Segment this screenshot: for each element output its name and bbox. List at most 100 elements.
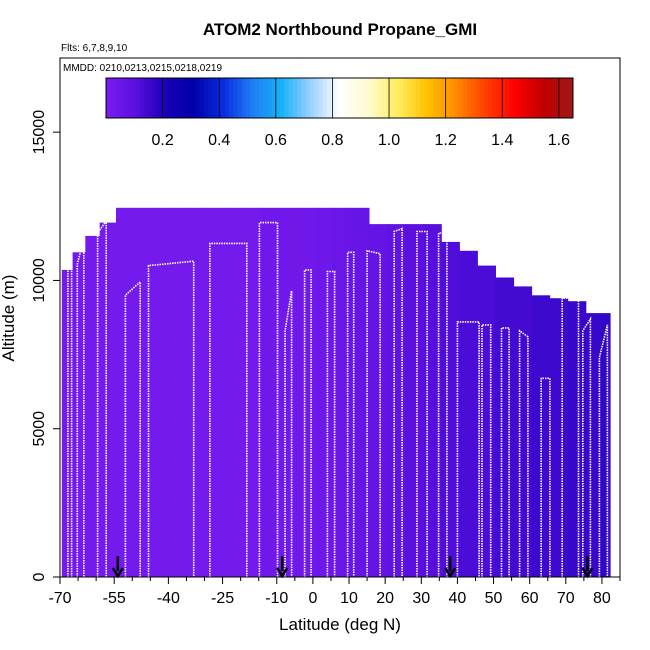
x-tick-label: 10 xyxy=(340,590,358,607)
colorbar-swatch xyxy=(271,78,277,118)
flight-start-marker-layer xyxy=(111,556,594,579)
x-tick-label: 80 xyxy=(593,590,611,607)
colorbar-swatch xyxy=(509,78,515,118)
heatmap-cell xyxy=(314,207,334,578)
colorbar-swatch xyxy=(411,78,417,118)
colorbar-swatch xyxy=(284,78,290,118)
colorbar-swatch xyxy=(275,78,281,118)
flight-track xyxy=(598,324,609,577)
colorbar-swatch xyxy=(530,78,536,118)
axes: -70 -55 -40 -25 -10 0 10 20 30 40 50 60 70 80 0 5000 100… xyxy=(31,110,621,607)
heatmap-cell xyxy=(296,207,316,578)
colorbar-swatch xyxy=(135,78,141,118)
flights-label: Flts: 6,7,8,9,10 xyxy=(61,43,128,54)
colorbar-swatch xyxy=(364,78,370,118)
flight-track xyxy=(326,270,336,577)
colorbar-swatch xyxy=(454,78,459,118)
heatmap-cell xyxy=(99,222,117,577)
heatmap-cell xyxy=(405,224,424,577)
colorbar-swatch xyxy=(207,78,213,118)
flight-start-arrowhead xyxy=(581,567,594,579)
colorbar-swatch xyxy=(288,78,294,118)
colorbar-swatch xyxy=(263,78,268,118)
heatmap-cell xyxy=(260,207,280,578)
heatmap-cell xyxy=(116,207,135,578)
colorbar-swatch xyxy=(237,78,243,118)
colorbar-swatch xyxy=(335,78,340,118)
heatmap-cell xyxy=(387,224,406,577)
colorbar-swatch xyxy=(543,78,549,118)
flight-track xyxy=(481,324,492,577)
x-tick-label: 20 xyxy=(376,590,394,607)
colorbar-swatch xyxy=(458,78,464,118)
colorbar-swatch xyxy=(420,78,425,118)
colorbar-swatch xyxy=(556,78,561,118)
colorbar-swatch xyxy=(564,78,570,118)
colorbar-swatch xyxy=(165,78,171,118)
colorbar-tick-label: 1.4 xyxy=(491,132,513,149)
heatmap-cell xyxy=(242,207,262,578)
colorbar-swatch xyxy=(415,78,421,118)
colorbar-swatch xyxy=(305,78,311,118)
colorbar-tick-label: 0.6 xyxy=(265,132,287,149)
colorbar-swatch xyxy=(241,78,247,118)
flight-track-layer xyxy=(67,218,609,577)
flight-start-arrowhead xyxy=(444,567,457,579)
colorbar-swatch xyxy=(110,78,115,118)
colorbar-swatch xyxy=(432,78,438,118)
colorbar-tick-label: 0.2 xyxy=(151,132,173,149)
colorbar-swatch xyxy=(220,78,226,118)
colorbar-swatch xyxy=(488,78,493,118)
colorbar-swatch xyxy=(203,78,209,118)
colorbar-frame xyxy=(105,77,574,119)
chart-title: ATOM2 Northbound Propane_GMI xyxy=(203,20,477,39)
colorbar-swatch xyxy=(267,78,273,118)
colorbar-swatch xyxy=(534,78,540,118)
heatmap-cell xyxy=(152,207,171,578)
flight-track xyxy=(393,227,403,577)
y-tick-label: 0 xyxy=(31,572,48,581)
colorbar-swatch xyxy=(326,78,332,118)
heatmap-cell xyxy=(224,207,244,578)
heatmap-cell xyxy=(278,207,298,578)
colorbar-swatch xyxy=(318,78,324,118)
colorbar-swatch xyxy=(148,78,154,118)
colorbar-swatch xyxy=(398,78,404,118)
colorbar-swatch xyxy=(407,78,413,118)
heatmap-cell xyxy=(188,207,207,578)
colorbar-swatch xyxy=(224,78,230,118)
x-tick-label: 0 xyxy=(308,590,317,607)
y-tick-label: 10000 xyxy=(31,258,48,303)
colorbar-swatch xyxy=(500,78,506,118)
x-tick-label: 70 xyxy=(557,590,575,607)
heatmap-cell xyxy=(72,252,86,578)
heatmap-cell xyxy=(495,277,515,577)
colorbar-tick-label: 1.6 xyxy=(548,132,570,149)
colorbar-swatch xyxy=(551,78,557,118)
colorbar-swatch xyxy=(246,78,251,118)
x-tick-label: -25 xyxy=(211,590,234,607)
heatmap-cell xyxy=(477,265,496,577)
heatmap-cell xyxy=(134,207,153,578)
colorbar-swatch xyxy=(449,78,455,118)
colorbar-swatch xyxy=(339,78,345,118)
colorbar-swatch xyxy=(152,78,158,118)
colorbar-swatch xyxy=(216,78,222,118)
colorbar-swatch xyxy=(492,78,498,118)
x-tick-label: 60 xyxy=(521,590,539,607)
colorbar-swatch xyxy=(331,78,336,118)
y-tick-label: 5000 xyxy=(31,411,48,447)
colorbar-swatch xyxy=(539,78,544,118)
heatmap-cell xyxy=(567,301,587,577)
heatmap-cell xyxy=(350,207,370,578)
heatmap-cell xyxy=(459,250,478,578)
colorbar-swatch xyxy=(233,78,239,118)
colorbar-swatch xyxy=(424,78,430,118)
x-tick-label: -40 xyxy=(157,590,180,607)
colorbar-swatch xyxy=(381,78,387,118)
colorbar-swatch xyxy=(195,78,200,118)
flight-track xyxy=(540,377,551,577)
colorbar-swatch xyxy=(496,78,502,118)
